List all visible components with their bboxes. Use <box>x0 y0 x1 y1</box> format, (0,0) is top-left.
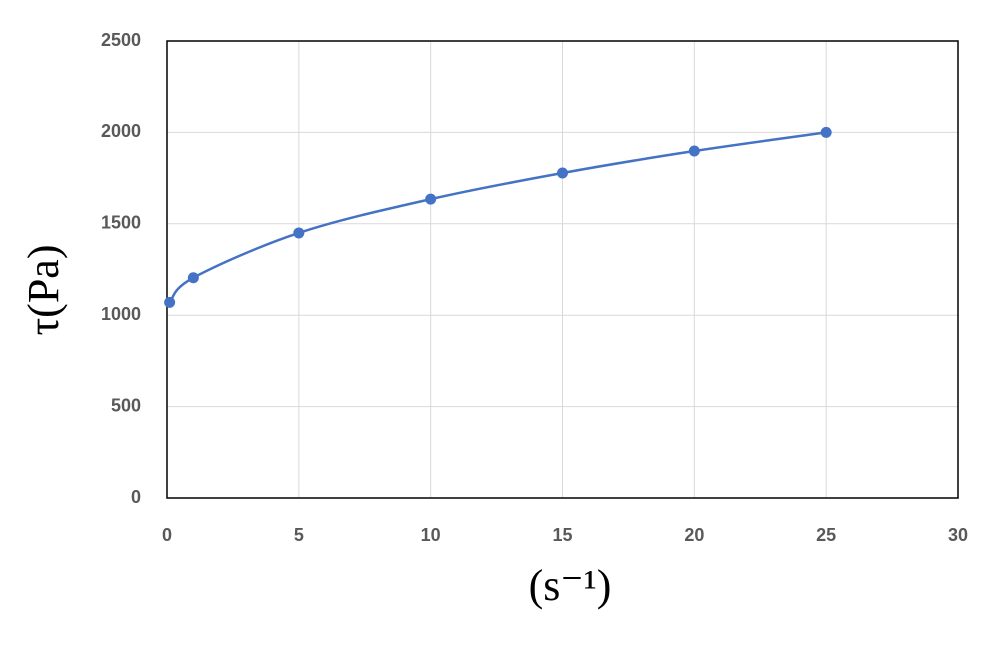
data-point <box>164 296 176 308</box>
x-tick-label: 20 <box>684 525 704 545</box>
x-tick-label: 15 <box>552 525 572 545</box>
x-tick-label: 5 <box>294 525 304 545</box>
y-tick-label: 0 <box>131 487 141 507</box>
y-tick-label: 1500 <box>101 213 141 233</box>
y-tick-label: 1000 <box>101 304 141 324</box>
y-tick-label: 2500 <box>101 30 141 50</box>
series-line <box>168 131 827 304</box>
data-point <box>688 145 700 157</box>
x-axis-label: (s⁻¹) <box>529 561 612 610</box>
x-tick-label: 30 <box>948 525 968 545</box>
x-tick-label: 10 <box>421 525 441 545</box>
x-tick-label: 0 <box>162 525 172 545</box>
data-point <box>187 272 199 284</box>
data-point <box>557 167 568 179</box>
data-point <box>425 193 437 205</box>
x-tick-label: 25 <box>816 525 836 545</box>
y-axis-label: τ(Pa) <box>19 245 68 336</box>
data-point <box>293 227 305 239</box>
data-point <box>820 126 832 138</box>
y-tick-label: 500 <box>111 395 141 415</box>
plot-frame <box>166 40 959 499</box>
y-tick-label: 2000 <box>101 121 141 141</box>
